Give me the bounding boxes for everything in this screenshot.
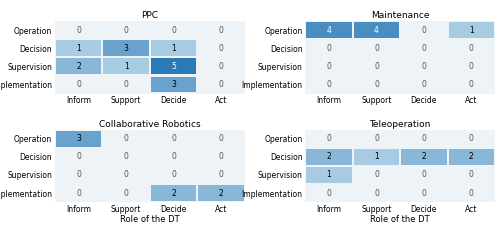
Text: 0: 0 — [171, 152, 176, 161]
Text: 0: 0 — [218, 62, 224, 71]
Bar — [306, 22, 352, 38]
Bar — [448, 149, 494, 165]
Text: 0: 0 — [374, 170, 379, 180]
Text: 0: 0 — [218, 170, 224, 180]
X-axis label: Role of the DT: Role of the DT — [370, 215, 430, 224]
Text: 1: 1 — [124, 62, 128, 71]
Text: 0: 0 — [374, 44, 379, 53]
X-axis label: Role of the DT: Role of the DT — [120, 215, 180, 224]
Text: 0: 0 — [422, 62, 426, 71]
Text: 0: 0 — [374, 188, 379, 198]
Text: 0: 0 — [326, 44, 332, 53]
Text: 0: 0 — [76, 26, 81, 35]
Bar — [401, 149, 446, 165]
Text: 3: 3 — [171, 80, 176, 89]
Bar — [306, 167, 352, 183]
Text: 0: 0 — [124, 188, 128, 198]
Text: 0: 0 — [326, 188, 332, 198]
Text: 2: 2 — [422, 152, 426, 161]
Text: 0: 0 — [124, 170, 128, 180]
Text: 0: 0 — [469, 188, 474, 198]
Text: 1: 1 — [469, 26, 474, 35]
Text: 0: 0 — [76, 80, 81, 89]
Bar — [198, 185, 244, 201]
Bar — [354, 22, 399, 38]
Bar — [448, 22, 494, 38]
Text: 0: 0 — [469, 44, 474, 53]
Text: 0: 0 — [218, 80, 224, 89]
Text: 0: 0 — [171, 26, 176, 35]
Text: 0: 0 — [124, 26, 128, 35]
Text: 1: 1 — [374, 152, 379, 161]
Title: Teleoperation: Teleoperation — [370, 120, 431, 129]
Bar — [354, 149, 399, 165]
Text: 0: 0 — [422, 188, 426, 198]
Text: 4: 4 — [326, 26, 332, 35]
Text: 0: 0 — [469, 62, 474, 71]
Text: 2: 2 — [171, 188, 176, 198]
Text: 0: 0 — [326, 134, 332, 143]
Text: 1: 1 — [171, 44, 176, 53]
Text: 0: 0 — [422, 134, 426, 143]
Text: 0: 0 — [469, 80, 474, 89]
Title: Maintenance: Maintenance — [371, 11, 430, 20]
Text: 0: 0 — [374, 62, 379, 71]
Bar — [151, 185, 196, 201]
Text: 0: 0 — [374, 134, 379, 143]
Bar — [56, 59, 102, 74]
Text: 2: 2 — [218, 188, 224, 198]
Text: 0: 0 — [218, 26, 224, 35]
Text: 0: 0 — [422, 80, 426, 89]
Text: 0: 0 — [124, 134, 128, 143]
Text: 0: 0 — [76, 170, 81, 180]
Text: 2: 2 — [469, 152, 474, 161]
Text: 0: 0 — [218, 44, 224, 53]
Bar — [151, 77, 196, 92]
Text: 2: 2 — [76, 62, 81, 71]
Text: 0: 0 — [124, 152, 128, 161]
Bar — [104, 59, 149, 74]
Text: 0: 0 — [171, 170, 176, 180]
Bar — [56, 40, 102, 56]
Text: 0: 0 — [422, 26, 426, 35]
Bar — [151, 59, 196, 74]
Text: 0: 0 — [326, 62, 332, 71]
Text: 0: 0 — [218, 134, 224, 143]
Text: 2: 2 — [326, 152, 332, 161]
Text: 0: 0 — [171, 134, 176, 143]
Text: 0: 0 — [326, 80, 332, 89]
Bar — [151, 40, 196, 56]
Text: 0: 0 — [469, 134, 474, 143]
Text: 0: 0 — [76, 188, 81, 198]
Bar — [306, 149, 352, 165]
Text: 0: 0 — [76, 152, 81, 161]
Text: 1: 1 — [76, 44, 81, 53]
Text: 1: 1 — [326, 170, 332, 180]
Title: Collaborative Robotics: Collaborative Robotics — [99, 120, 200, 129]
Bar — [104, 40, 149, 56]
Text: 4: 4 — [374, 26, 379, 35]
Text: 0: 0 — [422, 170, 426, 180]
Title: PPC: PPC — [142, 11, 158, 20]
Text: 5: 5 — [171, 62, 176, 71]
Text: 0: 0 — [422, 44, 426, 53]
Text: 0: 0 — [218, 152, 224, 161]
Text: 0: 0 — [374, 80, 379, 89]
Text: 3: 3 — [76, 134, 81, 143]
Text: 0: 0 — [469, 170, 474, 180]
Text: 3: 3 — [124, 44, 128, 53]
Bar — [56, 131, 102, 147]
Text: 0: 0 — [124, 80, 128, 89]
